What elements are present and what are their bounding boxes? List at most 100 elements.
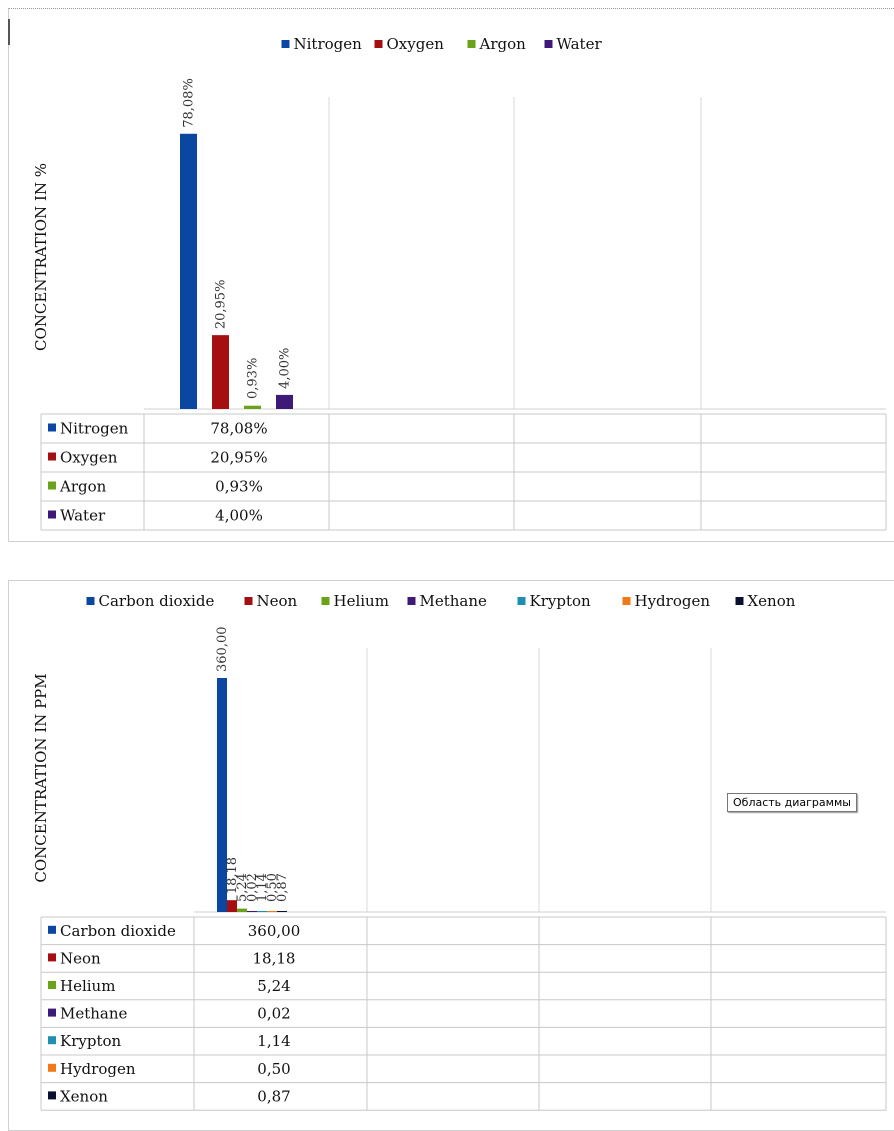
plot-gridlines [366,648,712,912]
table-row-label: Nitrogen [60,420,129,438]
table-cell-value: 18,18 [253,949,296,967]
table-row: Neon 18,18 [48,949,295,967]
table-row: Xenon 0,87 [48,1087,291,1105]
table-row: Methane 0,02 [48,1005,291,1023]
legend-item-nitrogen[interactable]: Nitrogen [281,35,363,53]
chart-area-trace-gases[interactable]: Carbon dioxide Neon Helium Methane Krypton Hy… [8,580,894,1131]
table-cell-value: 0,02 [257,1005,290,1023]
table-row: Oxygen 20,95% [48,449,268,467]
table-row-label: Hydrogen [60,1060,136,1078]
chart-svg-1: Nitrogen Oxygen Argon Water CONCENTRATION IN… [32,35,887,531]
legend-item-argon[interactable]: Argon [467,35,527,53]
data-label-carbon-dioxide: 360,00 [215,627,230,673]
table-cell-value: 0,87 [257,1087,290,1105]
table-cell-value: 1,14 [257,1032,290,1050]
data-table: Nitrogen 78,08% Oxygen 20,95% Argon 0,93% Wate… [40,413,887,531]
table-row: Hydrogen 0,50 [48,1060,291,1078]
legend-swatch [244,597,253,605]
legend-swatch [544,40,553,48]
data-label-helium: 5,24 [235,873,250,902]
bar-oxygen[interactable] [212,335,229,409]
bar-krypton[interactable] [257,911,267,912]
bar-hydrogen[interactable] [267,911,277,912]
legend-label: Oxygen [387,35,445,53]
legend-label: Methane [420,592,488,610]
legend-swatch [467,40,476,48]
legend-label: Argon [479,35,527,53]
table-row-label: Krypton [60,1032,122,1050]
legend-swatch [374,40,383,48]
data-label-xenon: 0,87 [275,873,290,902]
legend-item-methane[interactable]: Methane [407,592,488,610]
table-legend-key [48,1008,56,1017]
data-label-krypton: 1,14 [255,873,270,902]
bar-argon[interactable] [244,405,261,409]
legend-item-oxygen[interactable]: Oxygen [374,35,445,53]
bar-nitrogen[interactable] [180,133,197,409]
legend-label: Helium [334,592,389,610]
data-label-methane: 0,02 [245,873,260,902]
table-row-label: Water [60,507,106,525]
table-cell-value: 0,93% [215,478,263,496]
data-label-nitrogen: 78,08% [182,78,197,128]
bar-methane[interactable] [247,911,257,912]
plot-gridlines [328,97,702,409]
bar-xenon[interactable] [277,911,287,912]
legend-item-helium[interactable]: Helium [321,592,389,610]
legend-item-hydrogen[interactable]: Hydrogen [622,592,711,610]
table-legend-key [48,1063,56,1072]
table-row: Helium 5,24 [48,977,291,995]
data-label-water: 4,00% [278,348,293,389]
table-legend-key [48,510,56,519]
legend-swatch [622,597,631,605]
legend-label: Water [557,35,603,53]
table-row-label: Methane [60,1005,128,1023]
legend-label: Carbon dioxide [99,592,215,610]
chart-area-air-composition[interactable]: Nitrogen Oxygen Argon Water CONCENTRATION IN… [8,8,894,542]
legend-item-water[interactable]: Water [544,35,603,53]
legend[interactable]: Nitrogen Oxygen Argon Water [281,35,603,53]
table-legend-key [48,925,56,934]
table-legend-key [48,1036,56,1045]
legend-item-neon[interactable]: Neon [244,592,298,610]
legend-label: Krypton [530,592,592,610]
bar-carbon-dioxide[interactable] [217,678,227,912]
legend-swatch [321,597,330,605]
table-row: Carbon dioxide 360,00 [48,922,300,940]
legend-swatch [517,597,526,605]
table-legend-key [48,452,56,461]
legend-label: Xenon [748,592,796,610]
y-axis-title: CONCENTRATION IN PPM [32,673,50,882]
table-legend-key [48,481,56,490]
bars: 78,08% 20,95% 0,93% 4,00% [180,78,293,409]
legend-label: Neon [257,592,298,610]
y-axis-title: CONCENTRATION IN % [32,163,50,351]
table-legend-key [48,1091,56,1100]
legend-swatch [281,40,290,48]
data-table: Carbon dioxide 360,00 Neon 18,18 Helium 5,24 M… [40,916,887,1111]
table-legend-key [48,981,56,989]
data-label-argon: 0,93% [246,358,261,399]
chart-area-tooltip: Область диаграммы [727,793,857,812]
table-cell-value: 0,50 [257,1060,290,1078]
legend[interactable]: Carbon dioxide Neon Helium Methane Krypton Hy… [86,592,796,610]
bar-neon[interactable] [227,900,237,912]
table-row-label: Carbon dioxide [60,922,176,940]
table-row-label: Helium [60,977,115,995]
table-cell-value: 4,00% [215,507,263,525]
bar-water[interactable] [276,394,293,409]
table-row-label: Argon [59,478,107,496]
table-legend-key [48,423,56,432]
legend-item-xenon[interactable]: Xenon [735,592,796,610]
legend-item-krypton[interactable]: Krypton [517,592,592,610]
data-label-neon: 18,18 [225,857,240,894]
legend-item-carbon-dioxide[interactable]: Carbon dioxide [86,592,215,610]
chart-svg-2: Carbon dioxide Neon Helium Methane Krypton Hy… [32,592,887,1111]
bars: 360,00 18,185,240,021,140,500,87 [215,627,290,912]
table-cell-value: 360,00 [248,922,301,940]
bar-helium[interactable] [237,908,247,912]
table-row-label: Xenon [60,1087,108,1105]
table-cell-value: 78,08% [210,420,267,438]
legend-label: Hydrogen [635,592,711,610]
table-cell-value: 20,95% [210,449,267,467]
